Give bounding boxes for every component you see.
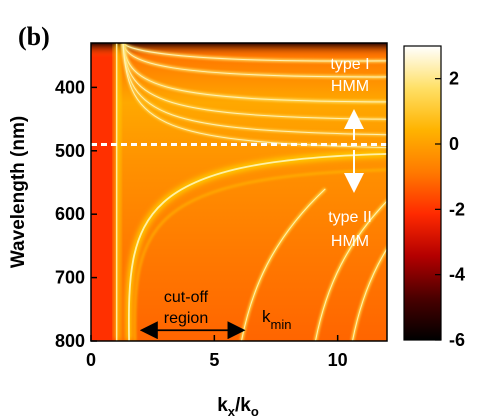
type2-label-line2: HMM [331,233,369,250]
colorbar-tick-label: 2 [449,69,459,89]
y-tick-label: 400 [55,77,85,97]
y-tick-label: 500 [55,141,85,161]
colorbar-gradient [403,45,442,341]
x-tick-label: 5 [209,350,219,370]
colorbar-tick-label: -4 [449,265,465,285]
kmin-label: kmin [262,307,291,332]
kmin-sub: min [271,317,292,332]
type1-label-line1: type I [330,56,369,73]
left-red-strip [91,43,116,341]
type1-band-core-2 [122,43,387,78]
x-axis-label: kx/ko [217,395,259,417]
x-tick-label: 0 [86,350,96,370]
heatmap-background [91,43,387,341]
x-label-slash-k: /k [235,395,251,416]
type1-band-core-3 [122,43,387,103]
y-axis-label: Wavelength (nm) [8,116,29,268]
type1-band-core-1 [122,43,387,62]
y-tick-label: 700 [55,268,85,288]
x-label-k: k [217,395,228,416]
type2-branch-core-1-2 [314,200,387,341]
x-label-sub-x: x [228,404,236,417]
colorbar: 2 0 -2 -4 -6 [403,45,465,350]
cutoff-label-line2: region [164,310,208,327]
y-tick-label: 600 [55,204,85,224]
cutoff-branch-2 [133,168,387,341]
y-tick-label: 800 [55,331,85,351]
plot-area [91,43,387,341]
colorbar-tick-label: -2 [449,199,465,219]
type2-branch-core-2-1 [351,247,387,341]
cutoff-label-line1: cut-off [164,289,209,306]
type1-band-core-6 [122,43,387,149]
cutoff-branch [127,153,387,341]
type1-label-line2: HMM [331,78,369,95]
colorbar-tick-label: 0 [449,134,459,154]
colorbar-tick-label: -6 [449,330,465,350]
x-label-sub-o: o [251,404,259,417]
type2-label-line1: type II [328,209,372,226]
plot-frame [90,42,388,342]
type2-branch-core-1-1 [240,188,326,341]
x-tick-label: 10 [328,350,348,370]
panel-label: (b) [18,22,50,51]
kmin-k: k [262,307,271,326]
